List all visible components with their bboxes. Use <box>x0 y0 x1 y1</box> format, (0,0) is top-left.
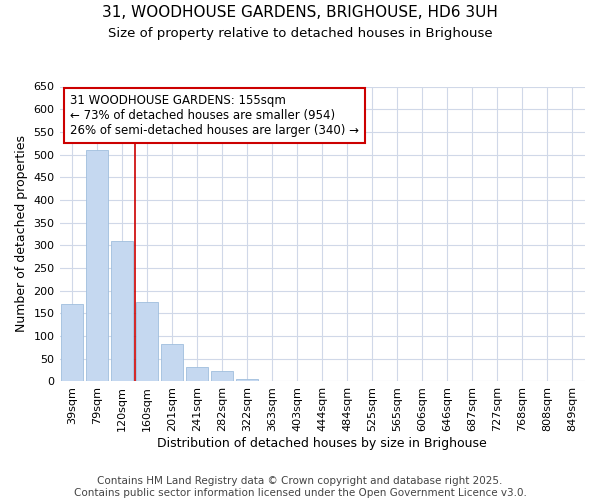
Text: Size of property relative to detached houses in Brighouse: Size of property relative to detached ho… <box>107 28 493 40</box>
Bar <box>161 344 184 382</box>
Text: 31 WOODHOUSE GARDENS: 155sqm
← 73% of detached houses are smaller (954)
26% of s: 31 WOODHOUSE GARDENS: 155sqm ← 73% of de… <box>70 94 359 137</box>
Text: 31, WOODHOUSE GARDENS, BRIGHOUSE, HD6 3UH: 31, WOODHOUSE GARDENS, BRIGHOUSE, HD6 3U… <box>102 5 498 20</box>
Bar <box>86 150 109 382</box>
Bar <box>236 379 259 382</box>
Bar <box>261 380 283 382</box>
X-axis label: Distribution of detached houses by size in Brighouse: Distribution of detached houses by size … <box>157 437 487 450</box>
Bar <box>111 241 133 382</box>
Y-axis label: Number of detached properties: Number of detached properties <box>15 136 28 332</box>
Bar <box>186 367 208 382</box>
Text: Contains HM Land Registry data © Crown copyright and database right 2025.
Contai: Contains HM Land Registry data © Crown c… <box>74 476 526 498</box>
Bar <box>211 372 233 382</box>
Bar <box>136 302 158 382</box>
Bar <box>536 380 559 382</box>
Bar <box>61 304 83 382</box>
